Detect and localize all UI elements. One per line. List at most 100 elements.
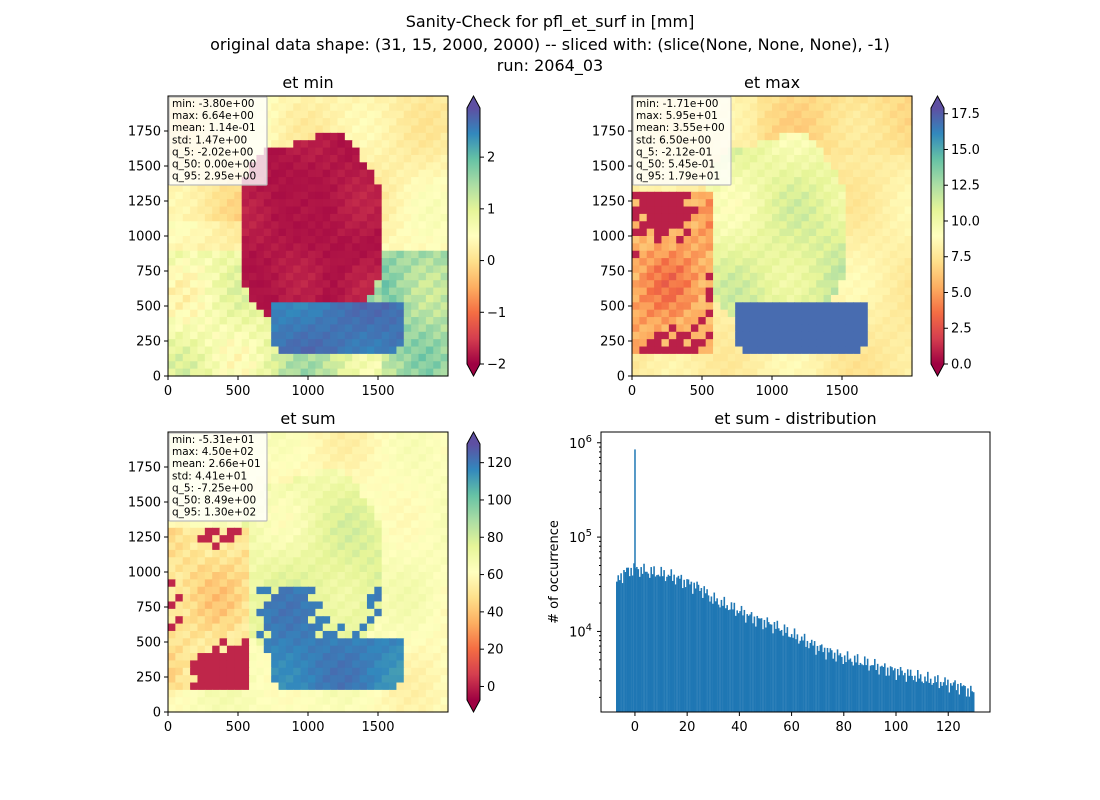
histogram-bar	[800, 636, 803, 712]
panel-2-stats-line: q_50: 5.45e-01	[636, 159, 715, 171]
panel-1-ytick-label: 500	[136, 300, 161, 315]
panel-3-colorbar-extend-bottom	[467, 700, 480, 712]
histogram-bar	[958, 694, 961, 712]
histogram-bar	[896, 669, 899, 712]
histogram-bar	[863, 656, 866, 712]
panel-3-stats-line: mean: 2.66e+01	[172, 458, 261, 470]
histogram-bar	[928, 682, 931, 712]
histogram-bar	[664, 581, 667, 712]
histogram-bar	[752, 623, 754, 712]
panel-1-colorbar-tick-label: 1	[487, 202, 495, 217]
histogram-bar	[779, 630, 781, 712]
histogram-bar	[918, 678, 921, 712]
histogram-bar	[637, 569, 640, 712]
histogram-bar	[808, 648, 810, 712]
histogram-bar	[901, 670, 903, 712]
panel-3-ytick-label: 1250	[128, 531, 161, 546]
panel-2-ytick-label: 750	[600, 265, 625, 280]
histogram-bar	[914, 675, 916, 712]
panel-1-stats-box	[168, 96, 268, 186]
histogram-bar	[707, 595, 710, 712]
histogram-bar	[945, 685, 948, 712]
panel-2-stats-line: q_5: -2.12e-01	[636, 146, 712, 158]
histogram-bar	[775, 628, 777, 712]
histogram-bar	[624, 572, 627, 712]
histogram-bar	[934, 676, 936, 712]
histogram-bar	[939, 681, 942, 712]
panel-2-ytick-label: 1750	[592, 125, 625, 140]
histogram-bar	[666, 576, 668, 712]
histogram-bar	[670, 569, 673, 712]
panel-4-xtick-label: 60	[783, 720, 800, 735]
panel-4-ytick-label: 105	[569, 528, 592, 546]
histogram-bar	[710, 596, 713, 712]
histogram-bar	[911, 675, 913, 712]
panel-2-stats-line: q_95: 1.79e+01	[636, 171, 720, 183]
histogram-bar	[733, 602, 736, 712]
panel-1-colorbar-tick-label: 0	[487, 254, 495, 269]
histogram-bar	[641, 573, 644, 712]
histogram-bar	[755, 626, 757, 712]
panel-4-xtick-label: 120	[936, 720, 961, 735]
histogram-bar	[858, 664, 860, 712]
panel-2-stats-box	[632, 96, 732, 186]
histogram-bar	[929, 678, 932, 712]
panel-1-ytick-label: 1250	[128, 195, 161, 210]
histogram-bar	[627, 567, 630, 712]
panel-2-title: et max	[744, 73, 800, 92]
panel-1-stats-line: q_95: 2.95e+00	[172, 171, 256, 183]
histogram-bar	[620, 573, 622, 712]
panel-2-xtick-label: 1000	[755, 384, 788, 399]
histogram-bar	[874, 658, 876, 712]
histogram-bar	[647, 573, 650, 712]
panel-3-stats-line: q_95: 1.30e+02	[172, 507, 256, 519]
histogram-bar	[843, 655, 846, 712]
histogram-bar	[828, 652, 830, 712]
histogram-bar	[861, 664, 863, 712]
histogram-bar	[765, 627, 767, 712]
histogram-bar	[659, 576, 661, 712]
histogram-bar	[866, 658, 869, 712]
histogram-bar	[680, 574, 683, 712]
histogram-bar	[845, 662, 847, 712]
histogram-bar	[941, 685, 943, 712]
panel-1-colorbar-tick-label: 2	[487, 151, 495, 166]
panel-1-stats-line: q_50: 0.00e+00	[172, 159, 256, 171]
panel-1-colorbar	[467, 108, 480, 364]
histogram-bar	[972, 692, 975, 712]
histogram-bar	[819, 645, 822, 712]
histogram-bar	[783, 624, 786, 712]
histogram-bar	[802, 640, 804, 712]
panel-2-ytick-label: 1500	[592, 160, 625, 175]
histogram-bar	[684, 587, 687, 712]
panel-3-colorbar-tick-label: 40	[487, 605, 504, 620]
histogram-bar	[742, 615, 744, 712]
panel-2-colorbar-tick-label: 5.0	[951, 286, 972, 301]
histogram-bar	[756, 615, 759, 712]
figure-title-line-3: run: 2064_03	[496, 56, 604, 75]
histogram-bar	[757, 618, 760, 712]
histogram-bar	[932, 683, 935, 712]
histogram-bar	[823, 647, 826, 712]
histogram-bar	[654, 576, 657, 712]
histogram-bar	[835, 661, 837, 712]
histogram-bar	[760, 618, 763, 712]
histogram-bar	[780, 629, 783, 712]
histogram-bar	[855, 662, 857, 712]
histogram-bar	[727, 610, 730, 712]
histogram-bar	[730, 602, 733, 712]
histogram-bar	[862, 665, 865, 712]
histogram-bar	[927, 671, 929, 712]
histogram-bar	[644, 571, 647, 712]
panel-2-colorbar-extend-top	[931, 96, 944, 108]
histogram-bar	[826, 647, 829, 712]
histogram-bar	[636, 566, 638, 712]
histogram-bar	[772, 633, 774, 712]
histogram-bar	[786, 627, 789, 712]
histogram-bar	[876, 663, 879, 712]
histogram-bar	[753, 616, 756, 712]
panel-3-ytick-label: 1500	[128, 496, 161, 511]
histogram-bar	[716, 598, 718, 712]
histogram-bar	[851, 661, 853, 712]
panel-2-colorbar-tick-label: 0.0	[951, 358, 972, 373]
